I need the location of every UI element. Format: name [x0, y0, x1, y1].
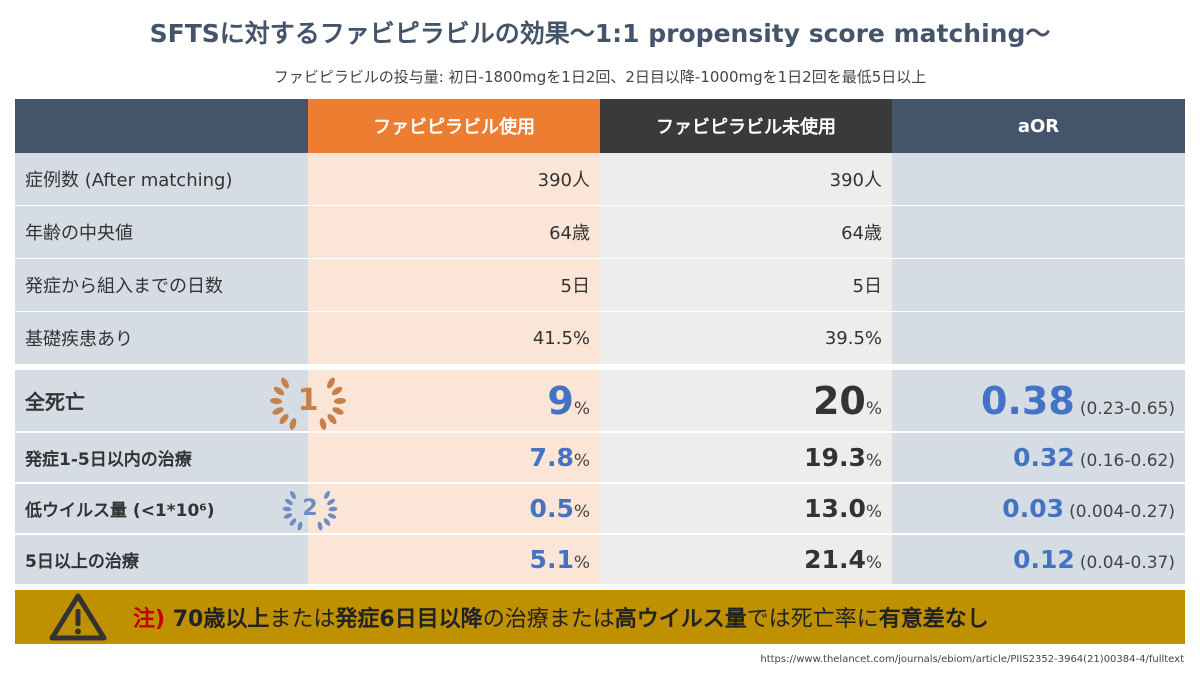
unused-value: 19.3%: [600, 433, 892, 484]
used-value: 9%: [308, 370, 600, 433]
comparison-table: ファビピラビル使用 ファビピラビル未使用 aOR 症例数 (After matc…: [15, 99, 1185, 586]
outcome-label: 発症1-5日以内の治療: [15, 433, 308, 484]
outcome-label: 全死亡: [25, 390, 85, 414]
warning-triangle-icon: [45, 590, 111, 644]
table-header-row: ファビピラビル使用 ファビピラビル未使用 aOR: [15, 99, 1185, 153]
rank-1-laurel-icon: 1: [263, 369, 353, 433]
aor-value: 0.03 (0.004-0.27): [892, 484, 1185, 535]
table-row: 発症1-5日以内の治療 7.8% 19.3% 0.32 (0.16-0.62): [15, 433, 1185, 484]
table-row: 全死亡: [15, 370, 1185, 433]
rank-2-laurel-icon: 2: [277, 485, 343, 533]
unused-value: 13.0%: [600, 484, 892, 535]
used-value: 5日: [308, 259, 600, 312]
aor-value: 0.12 (0.04-0.37): [892, 535, 1185, 586]
row-label: 症例数 (After matching): [15, 153, 308, 206]
source-url: https://www.thelancet.com/journals/ebiom…: [760, 654, 1184, 665]
rank-1-number: 1: [297, 383, 319, 418]
rank-2-number: 2: [302, 496, 318, 521]
outcome-label-cell: 低ウイルス量 (<1*10⁶): [15, 484, 338, 535]
header-blank: [15, 99, 308, 153]
table-row: 基礎疾患あり 41.5% 39.5%: [15, 312, 1185, 365]
used-value: 64歳: [308, 206, 600, 259]
aor-value: 0.32 (0.16-0.62): [892, 433, 1185, 484]
table-row: 年齢の中央値 64歳 64歳: [15, 206, 1185, 259]
table-row: 低ウイルス量 (<1*10⁶): [15, 484, 1185, 535]
header-favipiravir-unused: ファビピラビル未使用: [600, 99, 892, 153]
unused-value: 21.4%: [600, 535, 892, 586]
table-row: 発症から組入までの日数 5日 5日: [15, 259, 1185, 312]
unused-value: 5日: [600, 259, 892, 312]
aor-empty: [892, 206, 1185, 259]
unused-value: 39.5%: [600, 312, 892, 365]
row-label: 年齢の中央値: [15, 206, 308, 259]
table-row: 5日以上の治療 5.1% 21.4% 0.12 (0.04-0.37): [15, 535, 1185, 586]
section-divider: [15, 365, 1185, 370]
table-row: 症例数 (After matching) 390人 390人: [15, 153, 1185, 206]
row-label: 基礎疾患あり: [15, 312, 308, 365]
aor-empty: [892, 312, 1185, 365]
used-value: 41.5%: [308, 312, 600, 365]
used-value: 5.1%: [308, 535, 600, 586]
unused-value: 390人: [600, 153, 892, 206]
outcome-label: 低ウイルス量 (<1*10⁶): [25, 501, 215, 521]
page-title: SFTSに対するファビピラビルの効果〜1:1 propensity score …: [149, 19, 1051, 48]
aor-value: 0.38 (0.23-0.65): [892, 370, 1185, 433]
used-value: 7.8%: [308, 433, 600, 484]
aor-empty: [892, 259, 1185, 312]
header-favipiravir-used: ファビピラビル使用: [308, 99, 600, 153]
row-label: 発症から組入までの日数: [15, 259, 308, 312]
warning-text: 注) 70歳以上または発症6日目以降の治療または高ウイルス量では死亡率に有意差な…: [133, 607, 989, 632]
used-value: 390人: [308, 153, 600, 206]
unused-value: 20%: [600, 370, 892, 433]
outcome-label-cell: 全死亡: [15, 370, 346, 433]
outcome-label: 5日以上の治療: [15, 535, 308, 586]
aor-empty: [892, 153, 1185, 206]
warning-banner: 注) 70歳以上または発症6日目以降の治療または高ウイルス量では死亡率に有意差な…: [15, 590, 1185, 644]
header-aor: aOR: [892, 99, 1185, 153]
unused-value: 64歳: [600, 206, 892, 259]
dosage-subtitle: ファビピラビルの投与量: 初日-1800mgを1日2回、2日目以降-1000mg…: [273, 68, 927, 86]
used-value: 0.5%: [308, 484, 600, 535]
